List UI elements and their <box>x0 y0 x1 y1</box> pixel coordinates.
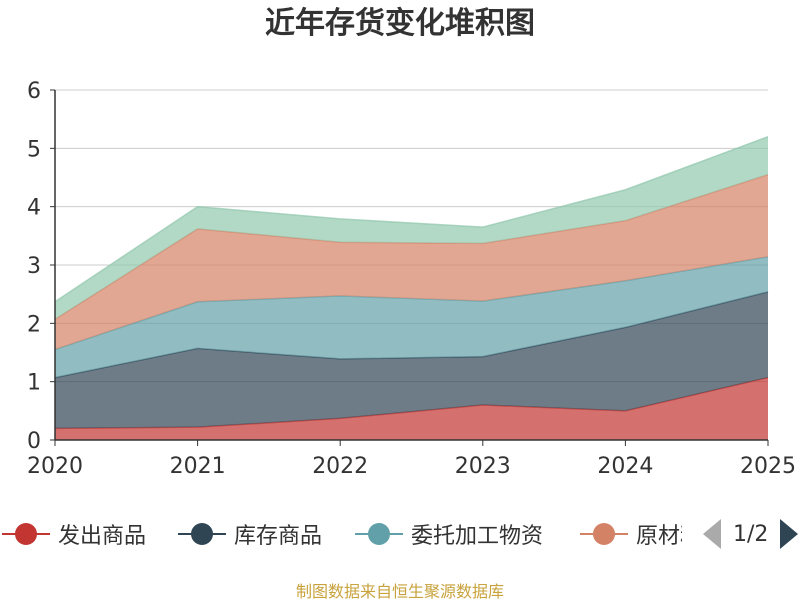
data-source-note: 制图数据来自恒生聚源数据库 <box>295 582 504 601</box>
x-tick-label: 2024 <box>597 454 653 479</box>
legend-label: 委托加工物资 <box>411 524 544 549</box>
legend-item[interactable]: 发出商品 <box>2 512 146 556</box>
legend: 发出商品 库存商品 委托加工物资 原材料 <box>0 512 800 556</box>
area-series-4 <box>55 174 768 350</box>
legend-item[interactable]: 库存商品 <box>178 512 322 556</box>
y-tick-label: 5 <box>27 137 41 162</box>
legend-label: 库存商品 <box>234 524 323 549</box>
y-tick-label: 0 <box>27 429 41 454</box>
area-series-line-5 <box>54 135 769 303</box>
legend-item[interactable]: 原材料 <box>580 512 682 556</box>
circle-icon <box>191 523 213 545</box>
x-tick-label: 2025 <box>740 454 796 479</box>
y-tick-label: 6 <box>27 79 41 104</box>
legend-circle-icon <box>355 512 403 556</box>
area-series-5 <box>55 136 768 320</box>
circle-icon <box>368 523 390 545</box>
circle-icon <box>15 523 37 545</box>
legend-circle-icon <box>2 512 50 556</box>
x-tick-label: 2020 <box>27 454 83 479</box>
legend-next-page-icon[interactable] <box>780 519 799 549</box>
area-series-3 <box>55 256 768 378</box>
y-tick-label: 1 <box>27 371 41 396</box>
y-tick-label: 3 <box>27 254 41 279</box>
x-tick-label: 2022 <box>312 454 368 479</box>
x-tick-label: 2021 <box>170 454 226 479</box>
legend-prev-page-icon[interactable] <box>703 519 721 549</box>
y-tick-label: 2 <box>27 312 41 337</box>
x-tick-label: 2023 <box>455 454 511 479</box>
area-series-2 <box>55 291 768 429</box>
chart-title: 近年存货变化堆积图 <box>265 6 535 41</box>
y-tick-label: 4 <box>27 196 41 221</box>
legend-pager: 1/2 <box>700 512 799 556</box>
stacked-area-chart: 0 1 2 3 4 5 6 2020 2021 2022 2023 2024 2025 <box>27 79 796 479</box>
legend-circle-icon <box>580 512 628 556</box>
circle-icon <box>593 523 615 545</box>
legend-label: 原材料 <box>636 524 682 549</box>
legend-circle-icon <box>178 512 226 556</box>
legend-page-indicator: 1/2 <box>733 521 769 547</box>
legend-items: 发出商品 库存商品 委托加工物资 原材料 <box>0 512 682 556</box>
legend-item[interactable]: 委托加工物资 <box>355 512 543 556</box>
area-series-1 <box>55 377 768 440</box>
legend-label: 发出商品 <box>58 524 147 549</box>
